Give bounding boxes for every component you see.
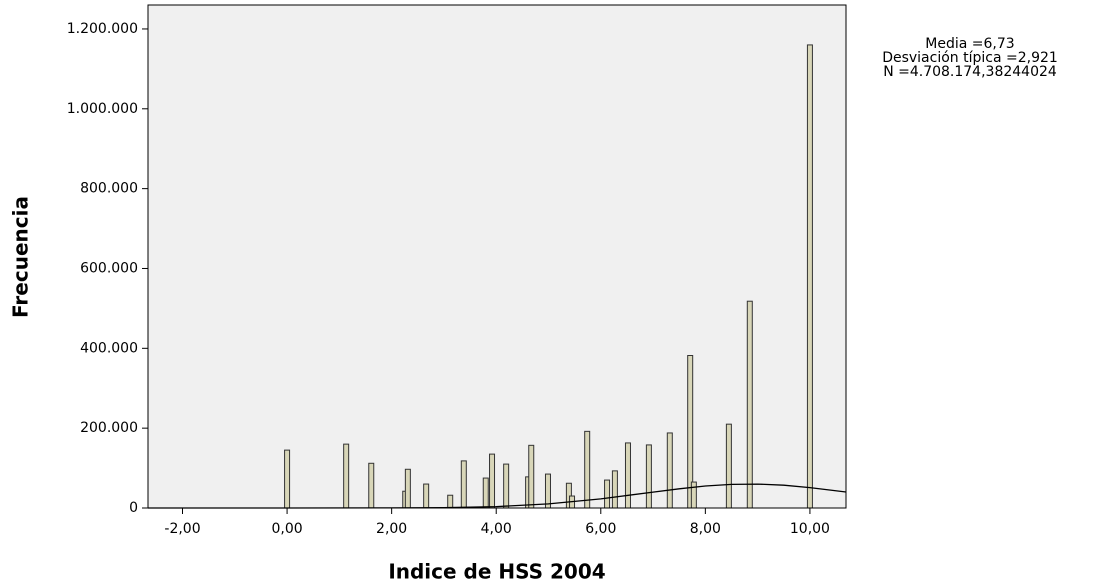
y-tick-label: 0 [129, 500, 138, 516]
bar [690, 481, 697, 509]
y-tick-label: 400.000 [80, 340, 138, 356]
y-tick-label: 800.000 [80, 181, 138, 197]
bar [343, 443, 350, 509]
x-tick-label: 4,00 [481, 521, 512, 537]
bar [645, 444, 652, 509]
bar [447, 494, 454, 509]
bar [746, 300, 753, 509]
bar [806, 44, 813, 509]
bar [460, 460, 467, 509]
bar [489, 453, 496, 509]
x-tick-label: 2,00 [376, 521, 407, 537]
annotation: N =4.708.174,38244024 [883, 64, 1057, 80]
plot-border [147, 4, 847, 509]
bar [725, 423, 732, 509]
bar [482, 477, 489, 509]
annotation: Media =6,73 [925, 36, 1014, 52]
annotation: Desviación típica =2,921 [882, 50, 1058, 66]
y-tick-label: 1.000.000 [67, 101, 138, 117]
bar [284, 449, 291, 509]
x-tick-label: -2,00 [164, 521, 200, 537]
x-tick-label: 8,00 [690, 521, 721, 537]
x-tick-label: 0,00 [271, 521, 302, 537]
bar [624, 442, 631, 509]
bar [666, 432, 673, 509]
bar [611, 470, 618, 509]
bar [368, 462, 375, 509]
bar [584, 430, 591, 509]
bar [528, 444, 535, 509]
y-axis-title: Frecuencia [9, 196, 33, 318]
bar [544, 473, 551, 509]
x-tick-label: 10,00 [790, 521, 830, 537]
y-tick-label: 1.200.000 [67, 21, 138, 37]
y-tick-label: 200.000 [80, 420, 138, 436]
bar [503, 463, 510, 509]
plot-area [148, 5, 846, 508]
y-tick-label: 600.000 [80, 260, 138, 276]
bar [423, 483, 430, 509]
x-tick-label: 6,00 [585, 521, 616, 537]
bar [404, 468, 411, 509]
x-axis-title: Indice de HSS 2004 [388, 560, 605, 584]
bar [604, 479, 611, 509]
